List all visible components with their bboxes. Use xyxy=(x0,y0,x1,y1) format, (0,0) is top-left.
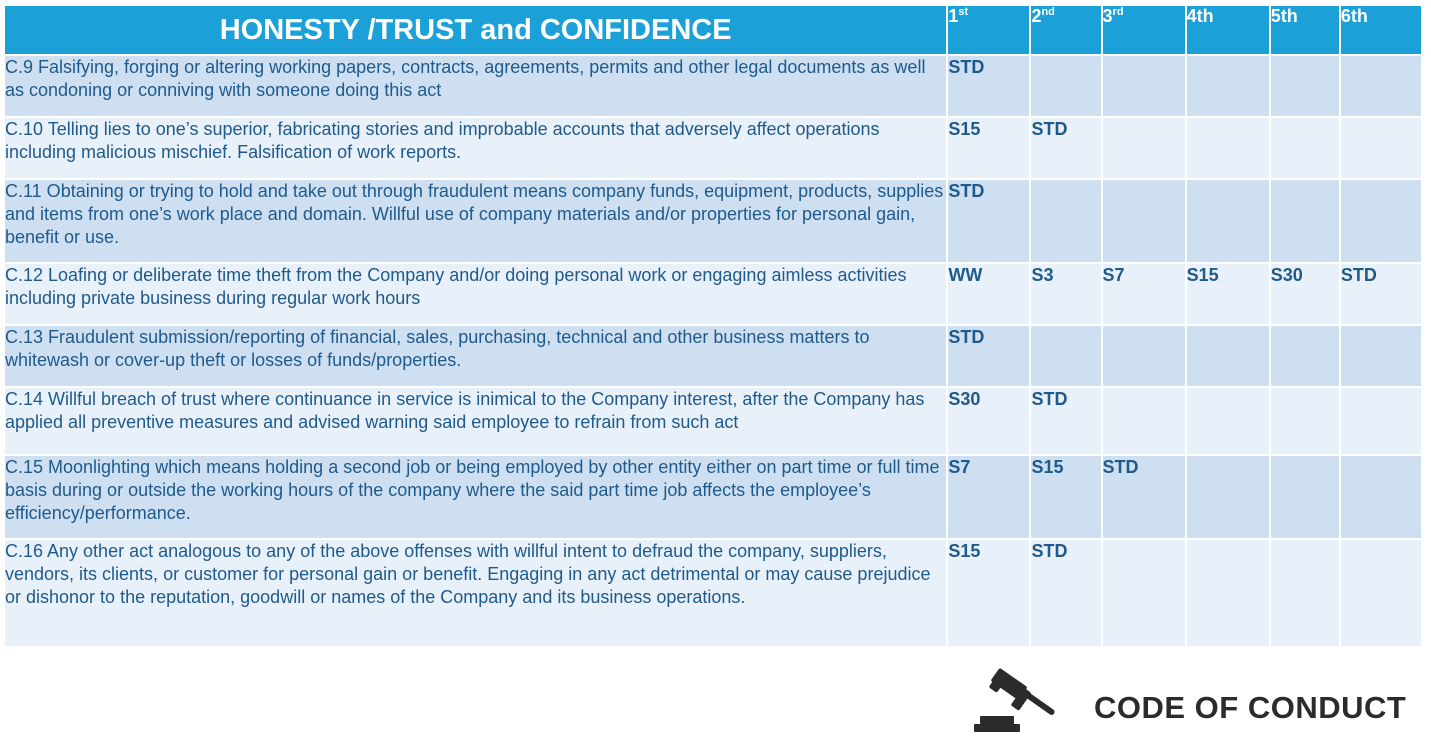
table-row: C.15 Moonlighting which means holding a … xyxy=(5,456,1421,538)
penalty-cell xyxy=(1270,180,1339,262)
column-header-1st: 1st xyxy=(948,6,1030,54)
offense-description: C.13 Fraudulent submission/reporting of … xyxy=(5,326,947,386)
penalty-cell: S30 xyxy=(948,388,1030,454)
offense-description: C.10 Telling lies to one’s superior, fab… xyxy=(5,118,947,178)
penalty-cell xyxy=(1340,56,1421,116)
penalty-cell: S15 xyxy=(948,118,1030,178)
table-row: C.11 Obtaining or trying to hold and tak… xyxy=(5,180,1421,262)
penalty-cell xyxy=(1102,56,1185,116)
penalty-cell: STD xyxy=(948,56,1030,116)
penalty-cell xyxy=(1186,388,1269,454)
code-of-conduct-table: HONESTY /TRUST and CONFIDENCE 1st 2nd 3r… xyxy=(3,4,1423,648)
penalty-cell: S15 xyxy=(1186,264,1269,324)
penalty-cell xyxy=(1031,326,1101,386)
penalty-cell xyxy=(1102,118,1185,178)
penalty-cell: STD xyxy=(1031,118,1101,178)
penalty-cell xyxy=(1340,326,1421,386)
penalty-cell: S7 xyxy=(948,456,1030,538)
column-header-3rd: 3rd xyxy=(1102,6,1185,54)
penalty-cell xyxy=(1340,456,1421,538)
penalty-cell xyxy=(1340,540,1421,646)
penalty-cell: WW xyxy=(948,264,1030,324)
table-row: C.10 Telling lies to one’s superior, fab… xyxy=(5,118,1421,178)
penalty-cell xyxy=(1102,326,1185,386)
penalty-cell xyxy=(1270,118,1339,178)
column-header-2nd: 2nd xyxy=(1031,6,1101,54)
penalty-cell: S7 xyxy=(1102,264,1185,324)
penalty-cell xyxy=(1186,180,1269,262)
penalty-cell: S30 xyxy=(1270,264,1339,324)
penalty-cell: STD xyxy=(1102,456,1185,538)
offense-description: C.11 Obtaining or trying to hold and tak… xyxy=(5,180,947,262)
penalty-cell xyxy=(1186,326,1269,386)
penalty-cell: STD xyxy=(948,180,1030,262)
penalty-cell xyxy=(1340,388,1421,454)
gavel-icon xyxy=(974,668,1055,732)
penalty-cell: STD xyxy=(1340,264,1421,324)
penalty-cell xyxy=(1031,180,1101,262)
offense-description: C.12 Loafing or deliberate time theft fr… xyxy=(5,264,947,324)
penalty-cell: STD xyxy=(948,326,1030,386)
table-header-row: HONESTY /TRUST and CONFIDENCE 1st 2nd 3r… xyxy=(5,6,1421,54)
penalty-cell xyxy=(1270,456,1339,538)
penalty-cell: STD xyxy=(1031,540,1101,646)
logo-text: CODE OF CONDUCT xyxy=(1094,690,1407,725)
penalty-cell: S15 xyxy=(1031,456,1101,538)
penalty-cell xyxy=(1270,56,1339,116)
offense-description: C.16 Any other act analogous to any of t… xyxy=(5,540,947,646)
penalty-cell xyxy=(1340,118,1421,178)
penalty-cell xyxy=(1270,540,1339,646)
offense-description: C.9 Falsifying, forging or altering work… xyxy=(5,56,947,116)
column-header-6th: 6th xyxy=(1340,6,1421,54)
penalty-cell xyxy=(1186,540,1269,646)
penalty-cell xyxy=(1102,180,1185,262)
penalty-cell: STD xyxy=(1031,388,1101,454)
table-row: C.13 Fraudulent submission/reporting of … xyxy=(5,326,1421,386)
offense-description: C.14 Willful breach of trust where conti… xyxy=(5,388,947,454)
offense-description: C.15 Moonlighting which means holding a … xyxy=(5,456,947,538)
penalty-cell xyxy=(1186,56,1269,116)
table-title: HONESTY /TRUST and CONFIDENCE xyxy=(5,6,947,54)
penalty-cell xyxy=(1270,388,1339,454)
penalty-cell xyxy=(1186,456,1269,538)
penalty-cell xyxy=(1340,180,1421,262)
penalty-cell xyxy=(1270,326,1339,386)
penalty-cell xyxy=(1102,388,1185,454)
penalty-cell: S3 xyxy=(1031,264,1101,324)
table-row: C.9 Falsifying, forging or altering work… xyxy=(5,56,1421,116)
column-header-5th: 5th xyxy=(1270,6,1339,54)
penalty-cell xyxy=(1102,540,1185,646)
table-row: C.14 Willful breach of trust where conti… xyxy=(5,388,1421,454)
column-header-4th: 4th xyxy=(1186,6,1269,54)
table-row: C.16 Any other act analogous to any of t… xyxy=(5,540,1421,646)
penalty-cell xyxy=(1186,118,1269,178)
code-of-conduct-logo: CODE OF CONDUCT xyxy=(972,668,1412,734)
penalty-cell xyxy=(1031,56,1101,116)
table-row: C.12 Loafing or deliberate time theft fr… xyxy=(5,264,1421,324)
penalty-cell: S15 xyxy=(948,540,1030,646)
